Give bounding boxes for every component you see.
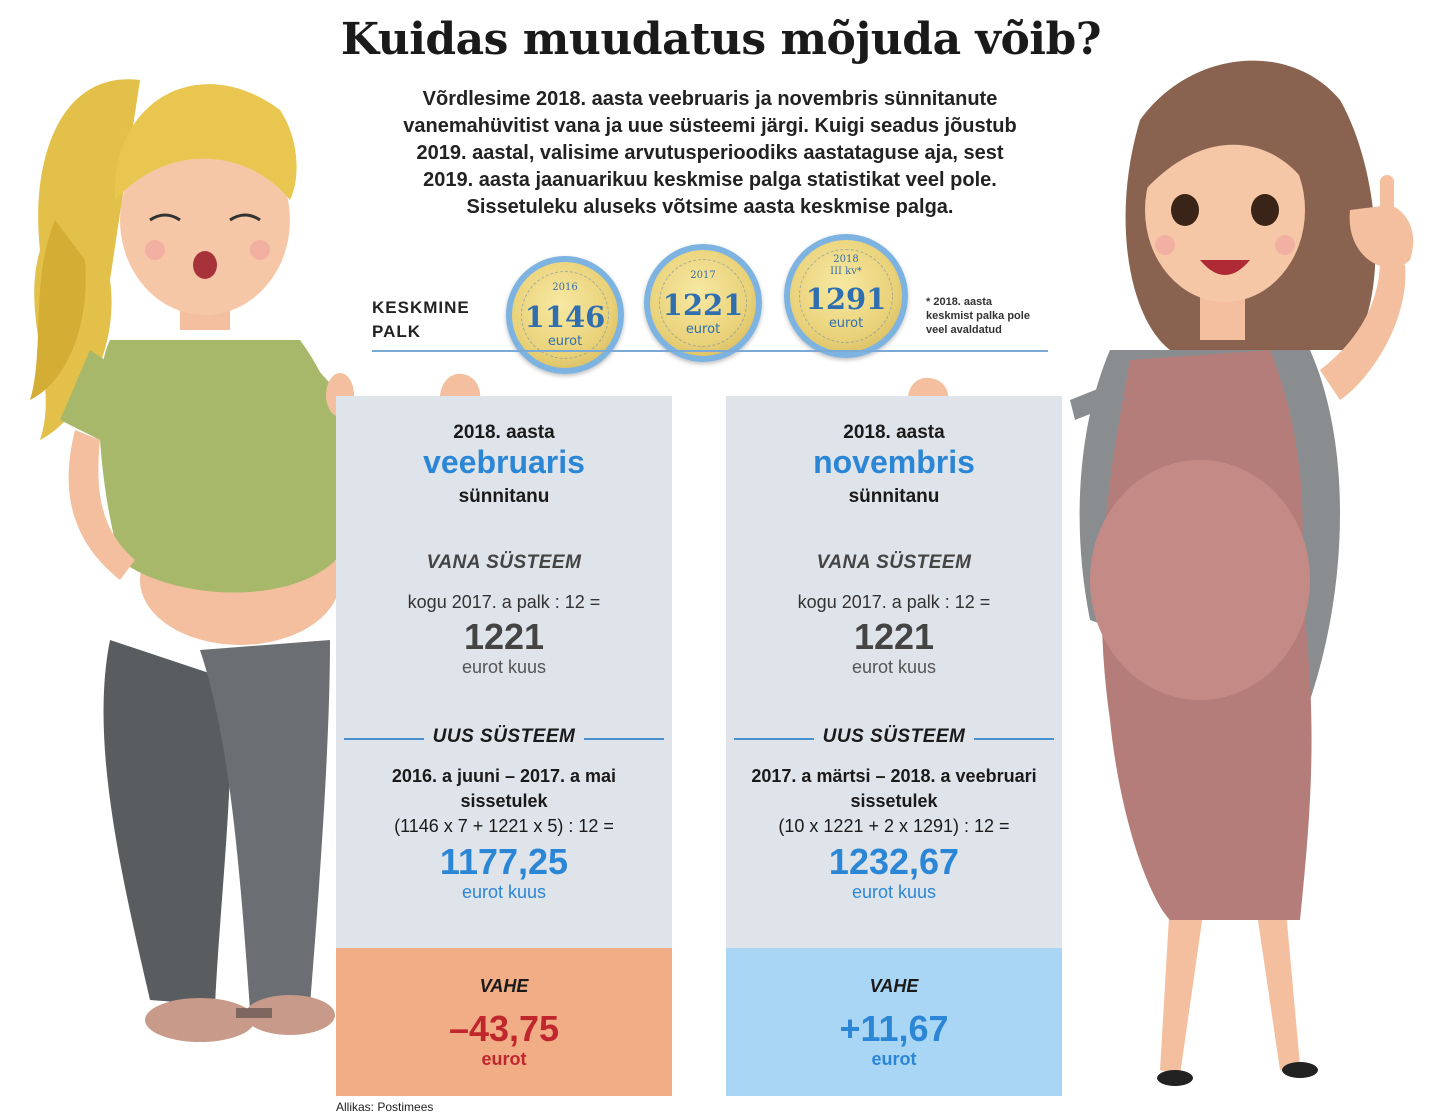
- page-title: Kuidas muudatus mõjuda võib?: [340, 14, 1102, 65]
- pregnant-woman-right-illustration: [1070, 60, 1414, 1086]
- difference-box-november: VAHE +11,67 eurot: [726, 948, 1062, 1096]
- panel-born-label: sünnitanu: [848, 486, 940, 507]
- difference-label: VAHE: [479, 976, 529, 996]
- salary-label: KESKMINE PALK: [372, 298, 470, 341]
- new-system-heading-row: UUS SÜSTEEM: [734, 726, 1054, 750]
- salary-coin-2016: 2016 1146 eurot: [506, 256, 624, 374]
- salary-footnote: * 2018. aasta keskmist palka pole veel a…: [926, 296, 1030, 336]
- new-system-unit: eurot kuus: [851, 882, 937, 902]
- intro-line: 2019. aastal, valisime arvutusperioodiks…: [416, 142, 1004, 164]
- coin-unit: eurot: [685, 322, 721, 337]
- new-system-income-label: sissetulek: [460, 791, 548, 811]
- source-credit: Allikas: Postimees: [336, 1100, 434, 1114]
- heading-rule: [584, 738, 664, 740]
- salary-coin-2018: 2018 III kv* 1291 eurot: [784, 234, 908, 358]
- new-system-formula: (1146 x 7 + 1221 x 5) : 12 =: [394, 816, 614, 836]
- heading-rule: [734, 738, 814, 740]
- coin-value: 1221: [662, 288, 744, 322]
- intro-line: Võrdlesime 2018. aasta veebruaris ja nov…: [422, 88, 998, 110]
- panel-year: 2018. aasta: [453, 422, 555, 443]
- intro-line: 2019. aasta jaanuarikuu keskmise palga s…: [423, 169, 997, 191]
- difference-box-february: VAHE –43,75 eurot: [336, 948, 672, 1096]
- difference-value: –43,75: [448, 1008, 560, 1049]
- new-system-heading: UUS SÜSTEEM: [432, 726, 576, 747]
- new-system-income-label: sissetulek: [850, 791, 938, 811]
- coin-value: 1291: [805, 282, 887, 316]
- new-system-period: 2017. a märtsi – 2018. a veebruari: [751, 766, 1037, 786]
- new-system-heading: UUS SÜSTEEM: [822, 726, 966, 747]
- heading-rule: [344, 738, 424, 740]
- pregnant-woman-left-illustration: [30, 79, 354, 1042]
- difference-unit: eurot: [871, 1049, 917, 1069]
- salary-coin-2017: 2017 1221 eurot: [644, 244, 762, 362]
- coin-year: 2017: [690, 270, 716, 281]
- new-system-unit: eurot kuus: [461, 882, 547, 902]
- panel-february: 2018. aasta veebruaris sünnitanu VANA SÜ…: [336, 396, 672, 948]
- new-system-heading-row: UUS SÜSTEEM: [344, 726, 664, 750]
- coin-unit: eurot: [547, 334, 583, 349]
- difference-label: VAHE: [869, 976, 919, 996]
- new-system-period: 2016. a juuni – 2017. a mai: [391, 766, 617, 786]
- old-system-unit: eurot kuus: [851, 657, 937, 677]
- panel-year: 2018. aasta: [843, 422, 945, 443]
- intro-line: vanemahüvitist vana ja uue süsteemi järg…: [403, 115, 1017, 137]
- difference-unit: eurot: [481, 1049, 527, 1069]
- difference-value: +11,67: [839, 1008, 949, 1049]
- intro-text: Võrdlesime 2018. aasta veebruaris ja nov…: [360, 86, 1060, 221]
- coin-unit: eurot: [828, 316, 864, 331]
- panel-born-label: sünnitanu: [458, 486, 550, 507]
- panel-month: veebruaris: [423, 444, 585, 480]
- old-system-value: 1221: [853, 616, 935, 657]
- new-system-value: 1177,25: [439, 841, 569, 882]
- coin-value: 1146: [524, 300, 606, 334]
- old-system-heading: VANA SÜSTEEM: [816, 552, 972, 573]
- panel-november: 2018. aasta novembris sünnitanu VANA SÜS…: [726, 396, 1062, 948]
- coin-year: 2016: [552, 282, 578, 293]
- old-system-value: 1221: [463, 616, 545, 657]
- coin-year: 2018 III kv*: [830, 254, 862, 277]
- salary-divider: [372, 350, 1048, 352]
- new-system-value: 1232,67: [828, 841, 960, 882]
- old-system-heading: VANA SÜSTEEM: [426, 552, 582, 573]
- old-system-unit: eurot kuus: [461, 657, 547, 677]
- old-system-formula: kogu 2017. a palk : 12 =: [797, 592, 991, 612]
- new-system-formula: (10 x 1221 + 2 x 1291) : 12 =: [778, 816, 1010, 836]
- old-system-formula: kogu 2017. a palk : 12 =: [407, 592, 601, 612]
- heading-rule: [974, 738, 1054, 740]
- intro-line: Sissetuleku aluseks võtsime aasta keskmi…: [466, 196, 954, 218]
- panel-month: novembris: [813, 444, 975, 480]
